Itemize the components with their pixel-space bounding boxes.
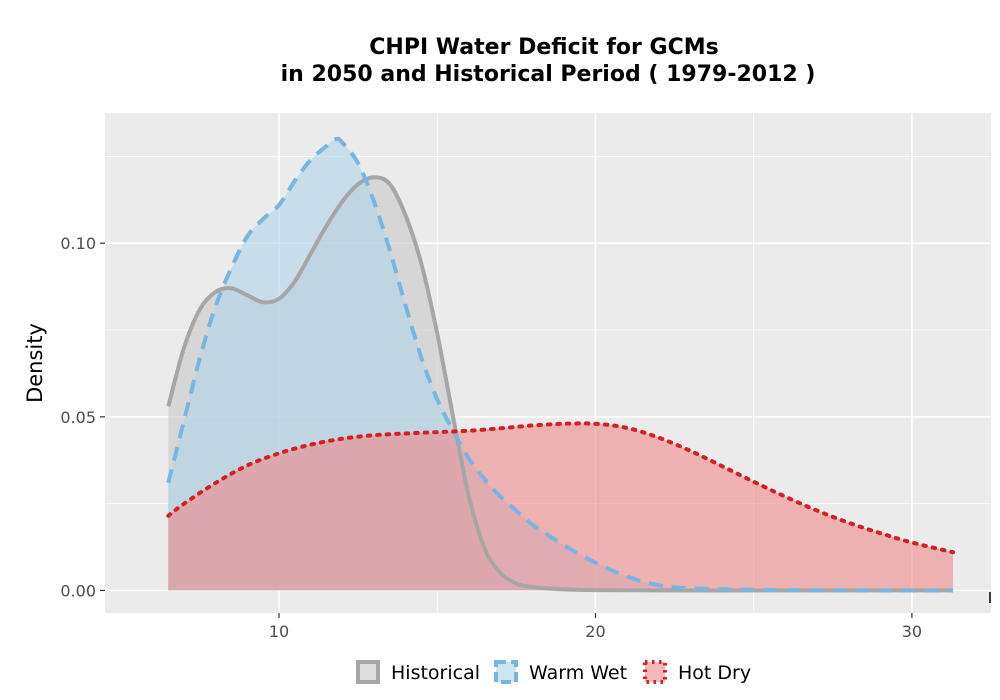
y-axis-ticks: 0.00 0.05 0.10 [60, 234, 105, 600]
area-hot-dry [168, 423, 954, 591]
legend-item-warm-wet: Warm Wet [494, 660, 627, 684]
legend-key-warm-wet [494, 660, 518, 684]
density-lines [166, 136, 956, 593]
x-tick-label: 10 [269, 622, 289, 641]
x-axis-ticks: 10 20 30 [269, 613, 922, 641]
line-hot-dry [166, 421, 956, 555]
y-tick-label: 0.00 [60, 581, 96, 600]
line-historical [166, 175, 954, 593]
legend-label-hot-dry: Hot Dry [678, 662, 751, 684]
x-tick-label: 20 [585, 622, 605, 641]
chart-title-line-1: CHPI Water Deficit for GCMs [369, 35, 718, 60]
legend: Historical Warm Wet Hot Dry [356, 660, 751, 684]
legend-key-hot-dry [643, 660, 667, 684]
y-tick-label: 0.10 [60, 234, 96, 253]
legend-item-historical: Historical [356, 660, 480, 684]
chart-title-line-2: in 2050 and Historical Period ( 1979-201… [281, 62, 816, 87]
density-areas [168, 138, 954, 591]
legend-label-historical: Historical [391, 662, 480, 684]
y-axis-title: Density [23, 323, 47, 403]
legend-item-hot-dry: Hot Dry [643, 660, 751, 684]
x-tick-label: 30 [902, 622, 922, 641]
legend-label-warm-wet: Warm Wet [529, 662, 627, 684]
y-tick-label: 0.05 [60, 408, 96, 427]
legend-key-historical [356, 660, 380, 684]
